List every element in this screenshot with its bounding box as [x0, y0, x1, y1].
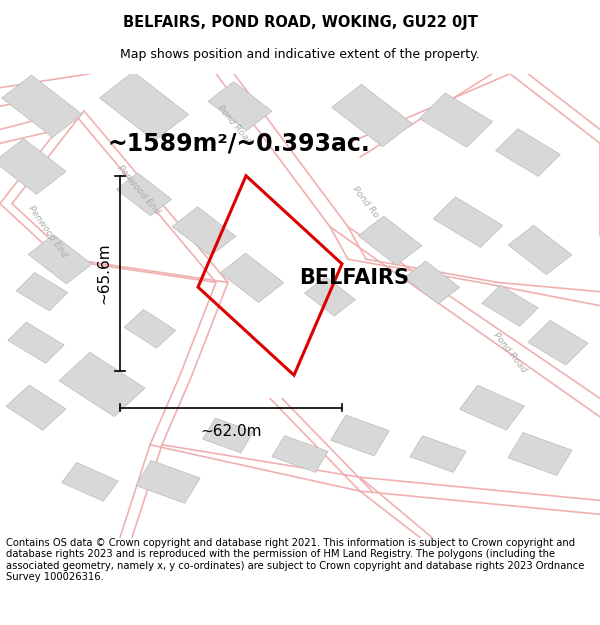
Polygon shape — [404, 261, 460, 304]
Polygon shape — [332, 84, 412, 147]
Text: Map shows position and indicative extent of the property.: Map shows position and indicative extent… — [120, 48, 480, 61]
Polygon shape — [124, 309, 176, 348]
Text: ~65.6m: ~65.6m — [96, 242, 111, 304]
Polygon shape — [220, 253, 284, 302]
Text: ~1589m²/~0.393ac.: ~1589m²/~0.393ac. — [108, 131, 371, 155]
Polygon shape — [410, 436, 466, 472]
Polygon shape — [272, 436, 328, 472]
Polygon shape — [62, 462, 118, 501]
Text: Pond Ro.: Pond Ro. — [350, 185, 382, 222]
Polygon shape — [0, 139, 66, 194]
Polygon shape — [331, 415, 389, 456]
Polygon shape — [116, 173, 172, 216]
Polygon shape — [528, 321, 588, 365]
Polygon shape — [172, 207, 236, 256]
Polygon shape — [203, 418, 253, 453]
Polygon shape — [508, 226, 572, 274]
Polygon shape — [482, 285, 538, 326]
Polygon shape — [59, 352, 145, 416]
Polygon shape — [419, 93, 493, 148]
Polygon shape — [460, 385, 524, 430]
Polygon shape — [2, 75, 82, 138]
Text: Penwood End: Penwood End — [115, 164, 161, 216]
Polygon shape — [100, 72, 188, 141]
Polygon shape — [305, 277, 355, 316]
Text: Penwood End: Penwood End — [27, 204, 69, 259]
Polygon shape — [496, 129, 560, 176]
Polygon shape — [16, 272, 68, 311]
Polygon shape — [208, 82, 272, 131]
Polygon shape — [28, 234, 92, 284]
Polygon shape — [6, 385, 66, 430]
Text: BELFAIRS, POND ROAD, WOKING, GU22 0JT: BELFAIRS, POND ROAD, WOKING, GU22 0JT — [122, 15, 478, 30]
Text: Contains OS data © Crown copyright and database right 2021. This information is : Contains OS data © Crown copyright and d… — [6, 538, 584, 582]
Polygon shape — [508, 432, 572, 476]
Text: Pond Road: Pond Road — [215, 103, 253, 146]
Polygon shape — [8, 322, 64, 363]
Polygon shape — [136, 461, 200, 503]
Polygon shape — [433, 197, 503, 248]
Text: ~62.0m: ~62.0m — [200, 424, 262, 439]
Polygon shape — [358, 216, 422, 265]
Text: BELFAIRS: BELFAIRS — [299, 268, 409, 288]
Text: Pond Road: Pond Road — [491, 330, 529, 374]
